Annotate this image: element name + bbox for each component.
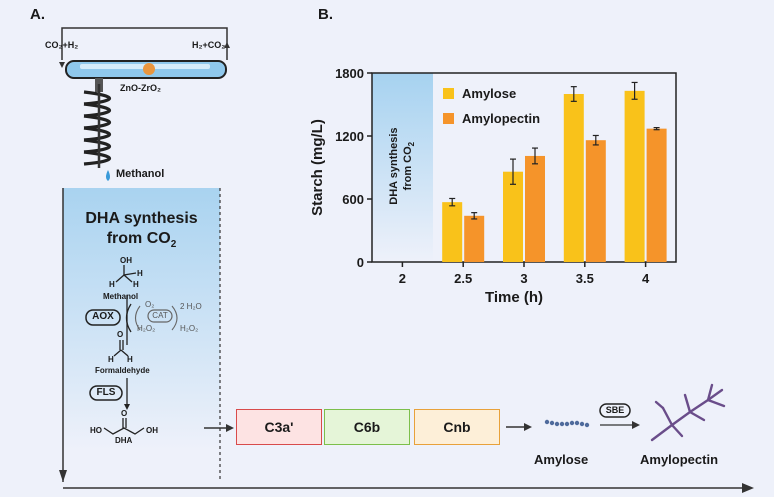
methanol-h-left: H: [109, 280, 115, 289]
bar-amylose: [563, 94, 584, 262]
y-tick-label: 600: [342, 192, 364, 207]
methanol-structure: [115, 265, 137, 283]
shaded-label-sub: 2: [407, 141, 417, 147]
amylose-chain-icon: [544, 419, 590, 428]
h2o-label: 2 H₂O: [180, 302, 202, 311]
methanol-product-label: Methanol: [116, 168, 165, 180]
legend-label-amylose: Amylose: [462, 86, 516, 101]
amylopectin-label: Amylopectin: [640, 452, 719, 467]
x-tick-label: 4: [642, 271, 650, 286]
amylopectin-tree-icon: [650, 383, 726, 442]
dha-ho: HO: [90, 426, 102, 435]
dha-o: O: [121, 409, 128, 418]
x-tick-label: 3.5: [576, 271, 594, 286]
h2o2-right-label: H₂O₂: [180, 324, 199, 333]
methanol-label: Methanol: [103, 292, 139, 301]
module-c3a: C3a': [236, 409, 322, 445]
chart-shaded-region: [372, 73, 433, 262]
arrow-head-icon: [632, 421, 640, 429]
methanol-drop-icon: [106, 170, 110, 181]
dha-title-line1: DHA synthesis: [85, 210, 198, 227]
sbe-label: SBE: [605, 405, 625, 415]
formaldehyde-label: Formaldehyde: [95, 366, 150, 375]
outlet-arrow-icon: [224, 42, 230, 48]
dha-title: DHA synthesis from CO2: [63, 209, 220, 255]
inlet-arrow-icon: [59, 62, 65, 68]
bar-amylose: [442, 202, 463, 262]
module-c3a-label: C3a': [264, 419, 294, 435]
x-tick-label: 2: [399, 271, 406, 286]
bar-amylose: [624, 90, 645, 262]
x-tick-label: 2.5: [454, 271, 472, 286]
dha-title-subscript: 2: [170, 239, 177, 251]
formaldehyde-o: O: [117, 330, 124, 339]
legend-swatch-amylose: [443, 88, 454, 99]
y-tick-label: 1200: [335, 129, 364, 144]
arrow-head-icon: [226, 424, 234, 432]
y-tick-label: 1800: [335, 66, 364, 81]
bar-amylopectin: [585, 140, 606, 262]
bar-amylopectin: [646, 128, 667, 262]
cat-label: CAT: [152, 311, 168, 320]
shaded-label: DHA synthesis from CO2: [383, 100, 423, 240]
x-axis-label: Time (h): [485, 289, 543, 306]
formaldehyde-h-left: H: [108, 355, 114, 364]
right-arrow-icon: [742, 483, 754, 493]
h2o2-left-label: H₂O₂: [137, 324, 156, 333]
catalyst-label: ZnO-ZrO₂: [120, 83, 161, 93]
formaldehyde-h-right: H: [127, 355, 133, 364]
methanol-h-right: H: [133, 280, 139, 289]
catalyst-dot-icon: [143, 63, 155, 75]
module-cnb-label: Cnb: [443, 419, 471, 435]
shaded-label-line1: DHA synthesis: [387, 127, 400, 205]
bar-amylose: [503, 171, 523, 262]
down-arrow-icon: [59, 470, 67, 482]
formaldehyde-structure: [113, 340, 129, 357]
bar-amylopectin: [464, 215, 485, 262]
shaded-label-text: DHA synthesis from CO2: [387, 96, 419, 236]
module-c6b-label: C6b: [353, 419, 381, 435]
dha-oh: OH: [146, 426, 158, 435]
methanol-h-top: H: [137, 269, 143, 278]
y-tick-label: 0: [357, 255, 364, 270]
shaded-label-line2-text: from CO: [401, 146, 414, 191]
legend-label-amylopectin: Amylopectin: [462, 111, 540, 126]
outlet-label: H₂+CO₂: [192, 40, 226, 50]
dha-title-line2-text: from CO: [106, 230, 171, 247]
y-axis-label: Starch (mg/L): [309, 119, 326, 216]
dha-region: [63, 188, 220, 450]
arrow-head-icon: [524, 423, 532, 431]
methanol-oh: OH: [120, 256, 132, 265]
legend-swatch-amylopectin: [443, 113, 454, 124]
o2-label: O₂: [145, 300, 155, 309]
aox-label: AOX: [92, 311, 114, 322]
cat-box: [147, 309, 173, 323]
dha-structure: [103, 418, 145, 435]
module-cnb: Cnb: [414, 409, 500, 445]
fls-label: FLS: [96, 387, 116, 398]
panel-a-label: A.: [30, 6, 45, 23]
aox-box: [85, 309, 121, 326]
dha-label: DHA: [115, 436, 133, 445]
bar-amylopectin: [525, 155, 545, 262]
inlet-label: CO₂+H₂: [45, 40, 79, 50]
x-tick-label: 3: [520, 271, 527, 286]
sbe-box: [599, 403, 631, 418]
pathway-arrow-icon: [124, 404, 130, 410]
module-c6b: C6b: [324, 409, 410, 445]
cat-curve-right: [171, 305, 178, 331]
panel-b-label: B.: [318, 6, 333, 23]
shaded-label-line2: from CO2: [401, 96, 419, 236]
dha-title-line2: from CO2: [63, 229, 220, 255]
cat-curve-left: [134, 305, 141, 331]
condenser-coil-icon: [83, 90, 111, 166]
amylose-label: Amylose: [534, 452, 589, 467]
fls-box: [89, 385, 123, 401]
